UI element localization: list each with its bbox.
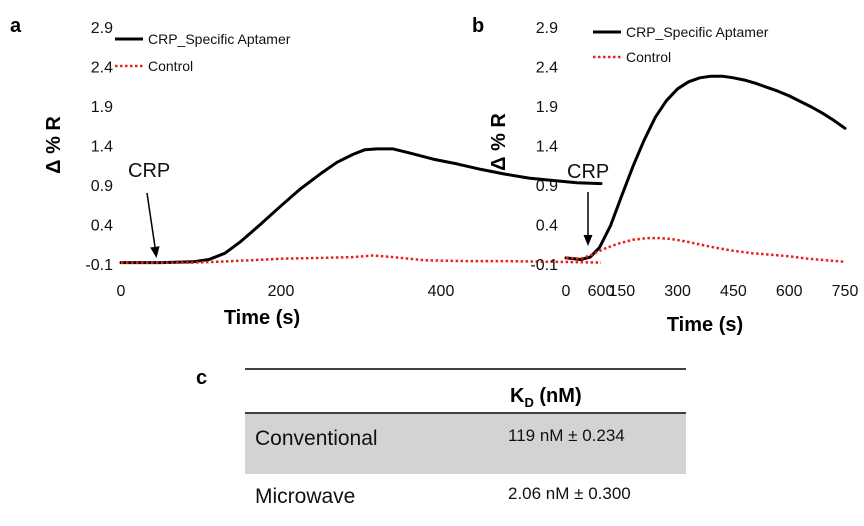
series-group-a <box>119 147 603 265</box>
series-line-control-a <box>121 254 602 264</box>
series-line-aptamer-b <box>564 74 847 261</box>
x-tick-label-a: 0 <box>117 283 126 300</box>
legend-label-control-b: Control <box>626 49 671 65</box>
x-tick-labels-a: 0 200 400 600 <box>117 283 615 300</box>
x-axis-title-b: Time (s) <box>667 314 743 336</box>
x-tick-label-b: 150 <box>608 283 635 300</box>
y-tick-label-a: 0.4 <box>91 218 113 235</box>
crp-annotation-b: CRP <box>567 161 609 183</box>
y-tick-label-a: 2.4 <box>91 60 113 77</box>
x-tick-label-a: 200 <box>268 283 295 300</box>
y-tick-label-a: 2.9 <box>91 20 113 37</box>
x-tick-label-b: 0 <box>562 283 571 300</box>
x-tick-labels-b: 0 150 300 450 600 750 <box>562 283 859 300</box>
y-tick-label-b: 2.4 <box>536 60 558 77</box>
y-axis-title-a: Δ % R <box>43 116 65 174</box>
y-tick-label-a: 0.9 <box>91 178 113 195</box>
table-row-value-microwave: 2.06 nM ± 0.300 <box>508 484 631 503</box>
y-tick-label-b: 1.4 <box>536 139 558 156</box>
y-tick-label-b: 1.9 <box>536 99 558 116</box>
x-tick-label-b: 750 <box>832 283 859 300</box>
x-tick-label-b: 300 <box>664 283 691 300</box>
y-tick-label-b: 0.9 <box>536 178 558 195</box>
y-tick-label-a: -0.1 <box>85 257 113 274</box>
series-line-aptamer-a <box>119 147 603 265</box>
table-row-shade <box>245 414 686 474</box>
chart-panel-a: a Δ % R Time (s) -0.10.40.91.41.92.42.9 … <box>10 15 614 329</box>
crp-arrowhead-b <box>583 235 593 246</box>
chart-panel-b: b Δ % R Time (s) -0.10.40.91.41.92.42.9 … <box>472 15 858 336</box>
x-tick-label-b: 450 <box>720 283 747 300</box>
y-axis-title-b: Δ % R <box>488 113 510 171</box>
panel-letter-a: a <box>10 15 22 37</box>
y-tick-label-a: 1.9 <box>91 99 113 116</box>
crp-arrow-line-a <box>146 192 156 248</box>
x-tick-label-a: 600 <box>588 283 615 300</box>
x-tick-label-a: 400 <box>428 283 455 300</box>
table-row-value-conventional: 119 nM ± 0.234 <box>508 426 625 445</box>
x-axis-title-a: Time (s) <box>224 307 300 329</box>
legend-label-aptamer-b: CRP_Specific Aptamer <box>626 24 769 40</box>
series-line-control-b <box>565 236 846 264</box>
y-tick-labels-a: -0.1 0.4 0.9 1.4 1.9 2.4 2.9 <box>85 20 113 274</box>
panel-letter-b: b <box>472 15 484 37</box>
table-header-kd: KD (nM) <box>510 385 582 410</box>
table-row-label-conventional: Conventional <box>255 427 378 450</box>
series-group-b <box>564 74 847 264</box>
y-tick-label-b: 0.4 <box>536 218 558 235</box>
y-tick-labels-b: -0.1 0.4 0.9 1.4 1.9 2.4 2.9 <box>530 20 558 274</box>
x-tick-label-b: 600 <box>776 283 803 300</box>
kd-table: c KD (nM) Conventional 119 nM ± 0.234 Mi… <box>196 367 686 508</box>
legend-label-aptamer-a: CRP_Specific Aptamer <box>148 31 291 47</box>
table-row-label-microwave: Microwave <box>255 485 355 508</box>
y-tick-label-a: 1.4 <box>91 139 113 156</box>
panel-letter-c: c <box>196 367 207 389</box>
crp-arrowhead-a <box>150 246 160 258</box>
y-tick-label-b: -0.1 <box>530 257 558 274</box>
y-tick-label-b: 2.9 <box>536 20 558 37</box>
crp-annotation-a: CRP <box>128 160 170 182</box>
legend-label-control-a: Control <box>148 58 193 74</box>
